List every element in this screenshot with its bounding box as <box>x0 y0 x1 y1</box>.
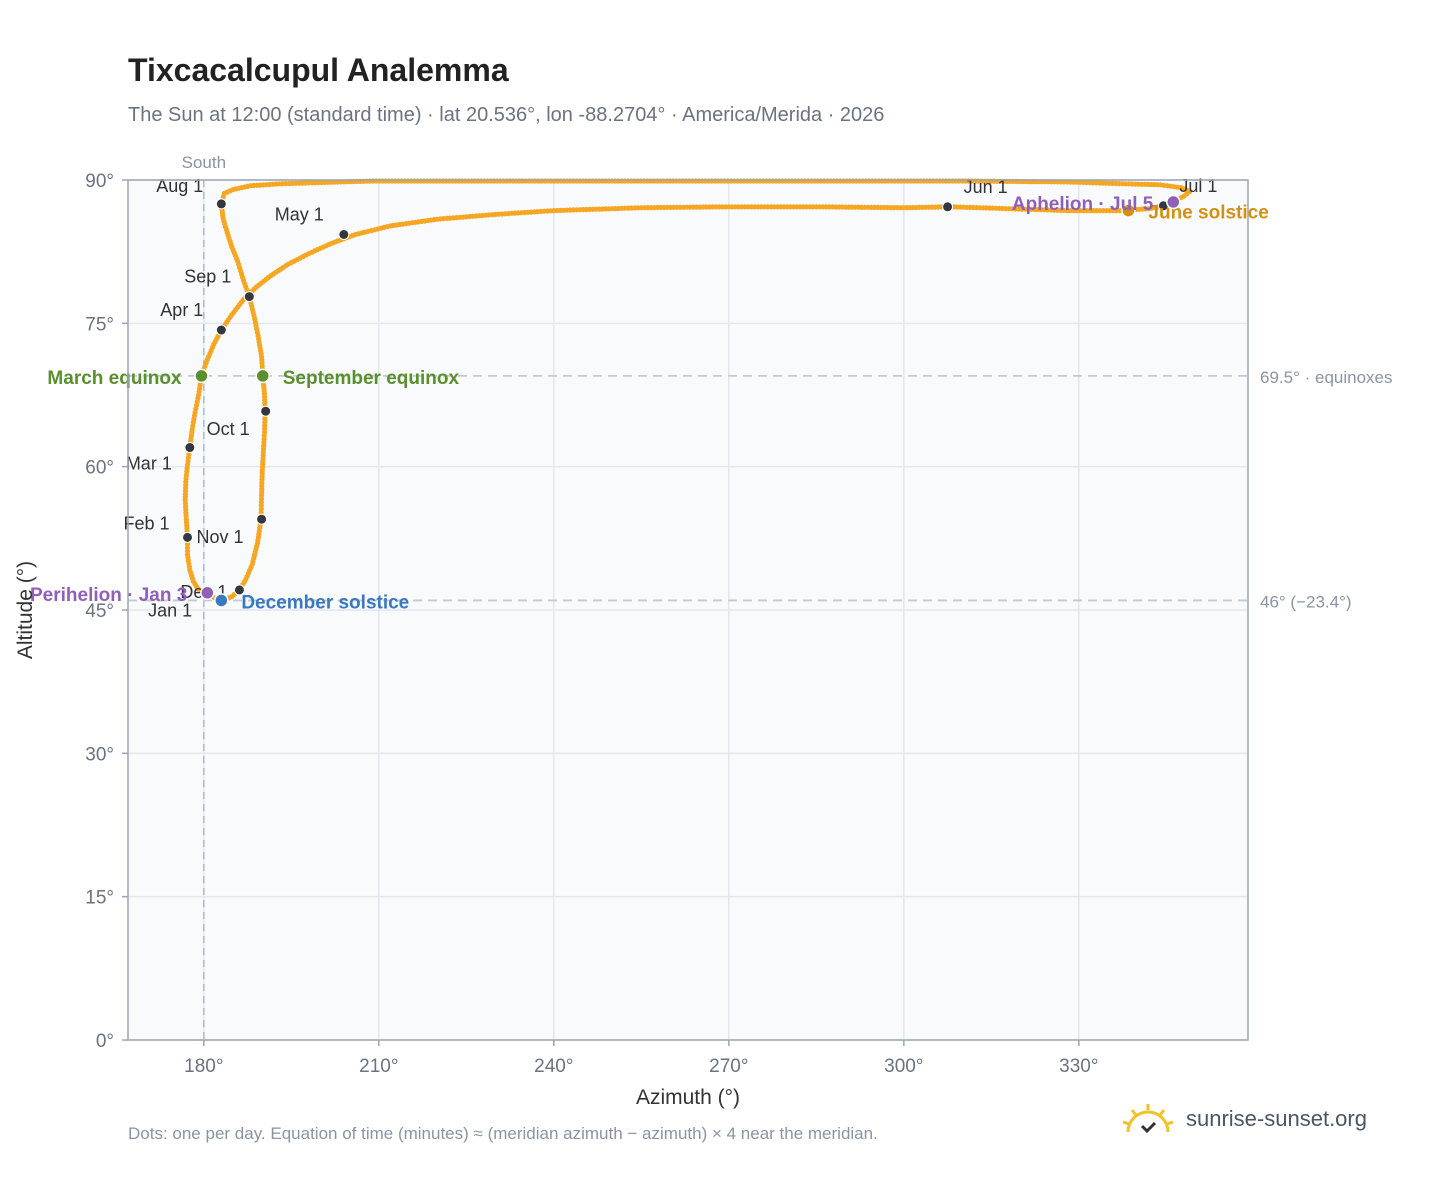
event-marker <box>194 368 209 384</box>
event-marker <box>255 368 270 384</box>
month-marker <box>182 531 193 543</box>
reference-lines: South 69.5° · equinoxes 46° (−23.4°) <box>128 153 1393 1040</box>
x-tick-label: 330° <box>1059 1056 1098 1077</box>
month-marker <box>243 291 255 303</box>
event-label: Aphelion · Jul 5 <box>1012 194 1154 215</box>
y-axis-label: Altitude (°) <box>14 561 37 659</box>
brand[interactable]: sunrise-sunset.org <box>1120 1102 1367 1136</box>
y-tick-label: 90° <box>85 171 114 192</box>
month-marker-label: Jul 1 <box>1179 176 1217 196</box>
month-marker <box>338 228 350 240</box>
meridian-label: South <box>182 153 226 172</box>
event-label: March equinox <box>47 368 182 389</box>
month-marker <box>260 405 272 417</box>
chart-title: Tixcacalcupul Analemma <box>128 52 509 88</box>
y-tick-label: 15° <box>85 888 114 909</box>
event-marker <box>200 585 215 601</box>
x-tick-label: 300° <box>884 1056 923 1077</box>
month-marker <box>184 442 196 454</box>
month-marker-label: Nov 1 <box>197 527 244 547</box>
event-marker <box>1166 194 1181 210</box>
month-marker <box>233 584 245 596</box>
reference-line-label: 69.5° · equinoxes <box>1260 368 1393 387</box>
x-tick-label: 180° <box>184 1056 223 1077</box>
footnote: Dots: one per day. Equation of time (min… <box>128 1124 878 1143</box>
month-marker-label: Sep 1 <box>184 267 231 287</box>
sun-logo-icon <box>1122 1104 1174 1134</box>
x-axis-label: Azimuth (°) <box>636 1086 740 1109</box>
month-marker-label: Apr 1 <box>160 300 203 320</box>
month-marker-label: Oct 1 <box>207 419 250 439</box>
y-tick-label: 45° <box>85 601 114 622</box>
month-marker-label: Feb 1 <box>123 513 169 533</box>
chart-subtitle: The Sun at 12:00 (standard time) · lat 2… <box>128 104 885 126</box>
month-marker <box>215 198 227 210</box>
y-tick-label: 30° <box>85 744 114 765</box>
x-tick-label: 210° <box>359 1056 398 1077</box>
event-label: December solstice <box>241 592 409 613</box>
event-marker <box>1121 203 1136 218</box>
event-marker <box>214 593 229 608</box>
event-markers: March equinox September equinox June solst… <box>30 194 1269 613</box>
month-marker-label: Jun 1 <box>964 177 1008 197</box>
month-marker <box>256 513 268 525</box>
event-label: September equinox <box>283 368 460 389</box>
month-marker-label: Jan 1 <box>148 601 192 621</box>
reference-line-label: 46° (−23.4°) <box>1260 592 1352 611</box>
x-tick-label: 240° <box>534 1056 573 1077</box>
month-markers: Jan 1 Feb 1 Mar 1 Apr 1 May 1 Jun 1 Jul 1 Aug 1… <box>123 176 1217 621</box>
y-tick-label: 0° <box>96 1031 114 1052</box>
axis-ticks: 180° 210° 240° 270° 300° 330° 0° 15° 30° 45° 60° 75… <box>85 171 1098 1077</box>
x-tick-label: 270° <box>709 1056 748 1077</box>
event-label: June solstice <box>1148 203 1268 224</box>
month-marker-label: May 1 <box>275 204 324 224</box>
month-marker-label: Mar 1 <box>126 454 172 474</box>
month-marker <box>942 201 954 213</box>
event-label: Perihelion · Jan 3 <box>30 585 187 606</box>
month-marker <box>215 324 227 336</box>
y-tick-label: 75° <box>85 314 114 335</box>
month-marker-label: Aug 1 <box>156 176 203 196</box>
y-tick-label: 60° <box>85 458 114 479</box>
brand-name: sunrise-sunset.org <box>1186 1106 1367 1131</box>
